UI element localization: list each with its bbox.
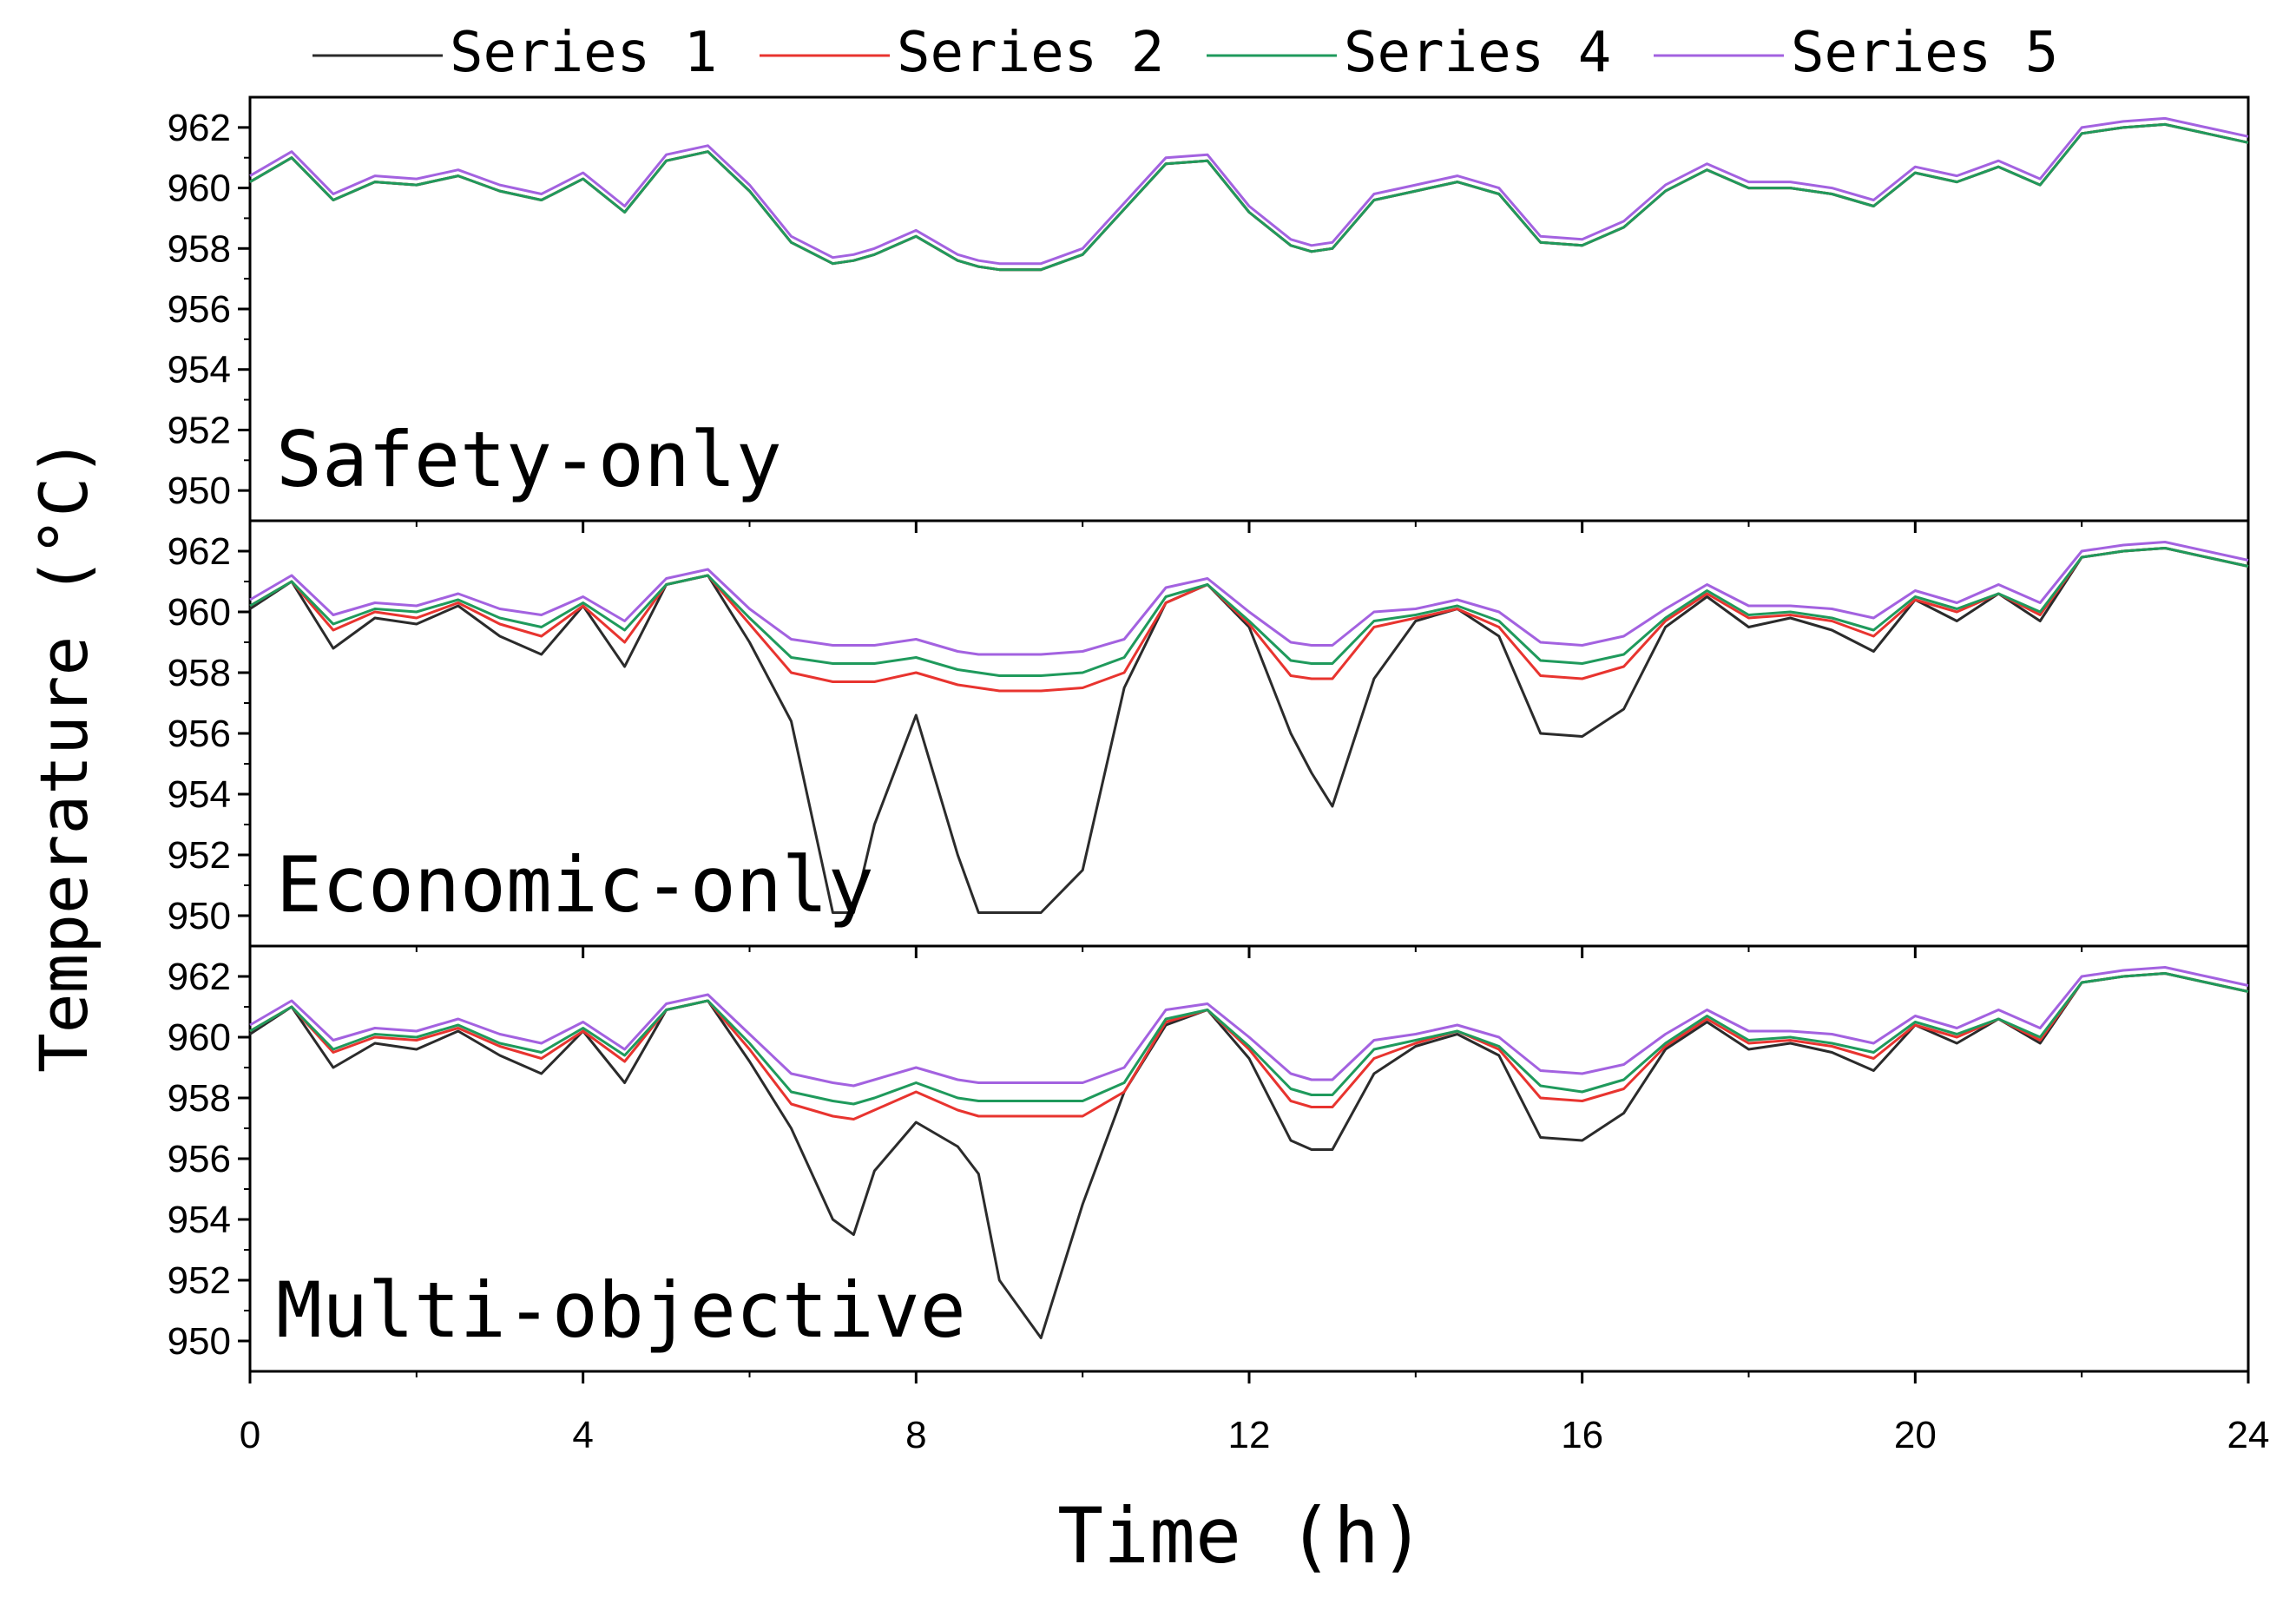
series-line-series-4 [249,122,2249,272]
legend-label: Series 4 [1344,21,1611,85]
y-tick-label: 950 [168,470,231,512]
y-tick-label: 960 [168,168,231,210]
y-tick-label: 952 [168,834,231,877]
y-tick-label: 962 [168,107,231,149]
y-tick-label: 956 [168,288,231,331]
legend-label: Series 5 [1791,21,2058,85]
y-tick-label: 952 [168,409,231,451]
series-line-series-4 [249,972,2249,1106]
x-axis-title: Time (h) [1057,1491,1425,1581]
x-tick-label: 16 [1561,1414,1603,1456]
y-tick-label: 950 [168,1320,231,1363]
x-tick-label: 0 [240,1414,260,1456]
x-tick-label: 20 [1894,1414,1937,1456]
y-tick-label: 958 [168,652,231,694]
y-tick-label: 950 [168,895,231,937]
y-tick-label: 954 [168,1199,231,1241]
panel-safety-only: 950 952 954 956 958 960 962 Safety-only [168,95,2250,533]
y-tick-label: 954 [168,773,231,816]
series-line-series-5 [249,541,2249,656]
x-tick-label: 12 [1228,1414,1271,1456]
x-tick-label: 4 [572,1414,593,1456]
y-tick-label: 956 [168,1138,231,1180]
legend-label: Series 2 [897,21,1164,85]
y-tick-label: 960 [168,1016,231,1059]
y-tick-label: 952 [168,1259,231,1302]
panel-label: Economic-only [276,840,874,930]
y-tick-label: 960 [168,591,231,634]
panel-multi-objective: 950 952 954 956 958 960 962 Multi-objective [168,944,2250,1383]
legend: Series 1 Series 2 Series 4 Series 5 [312,21,2058,85]
series-line-series-5 [249,116,2249,266]
series-line-series-5 [249,966,2249,1088]
panel-label: Multi-objective [276,1265,966,1355]
y-tick-label: 956 [168,713,231,755]
panel-label: Safety-only [276,415,782,504]
panels: 950952954956958960962Safety-only95095295… [168,95,2250,1383]
panel-economic-only: 950 952 954 956 958 960 962 Economic-only [168,519,2250,958]
series-line-series-1 [249,972,2249,1339]
y-axis-title: Temperature (°C) [25,437,102,1073]
x-axis: 0 4 8 12 16 20 24 [240,1414,2270,1456]
y-tick-label: 954 [168,349,231,391]
series-line-series-4 [249,547,2249,677]
y-tick-label: 962 [168,956,231,998]
x-tick-label: 8 [905,1414,926,1456]
y-tick-label: 962 [168,530,231,573]
y-tick-label: 958 [168,1077,231,1120]
x-tick-label: 24 [2227,1414,2270,1456]
y-tick-label: 958 [168,227,231,270]
legend-label: Series 1 [450,21,717,85]
